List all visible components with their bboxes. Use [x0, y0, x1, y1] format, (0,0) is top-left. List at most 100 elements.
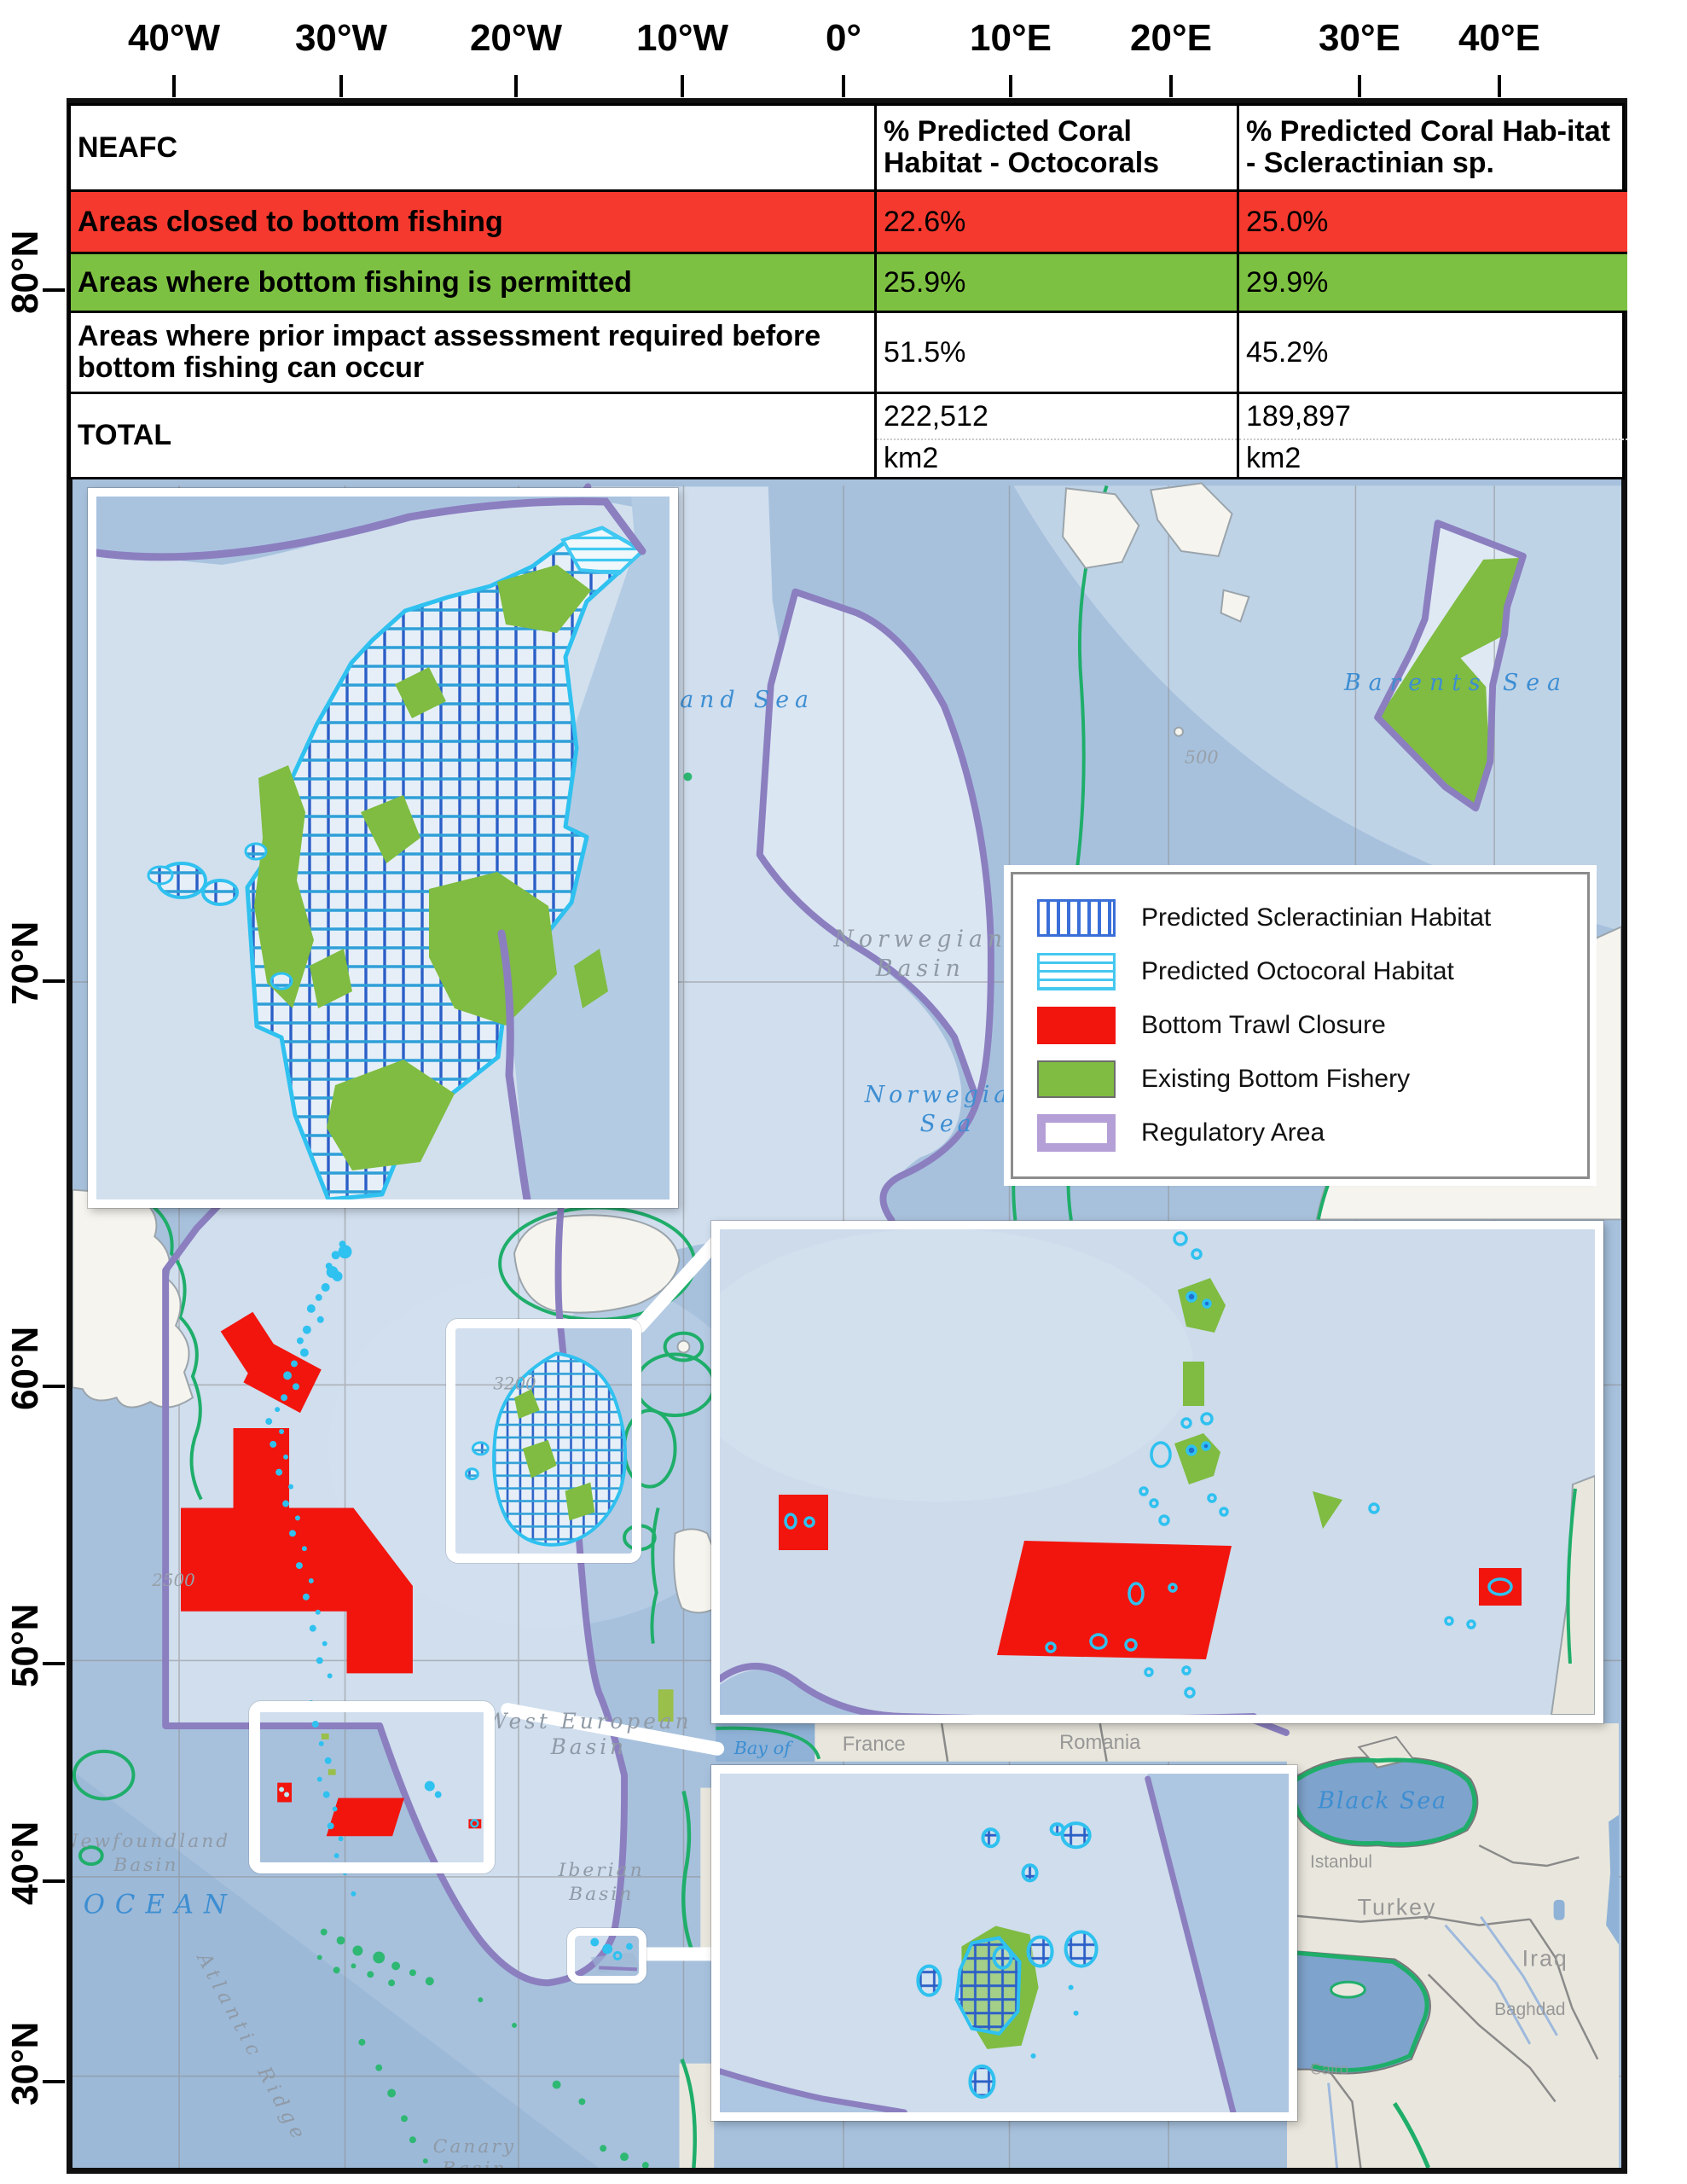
axis-top-label: 10°W: [635, 17, 729, 59]
axis-tick: [339, 75, 343, 97]
legend-label: Bottom Trawl Closure: [1141, 1011, 1386, 1039]
summary-table: NEAFC % Predicted Coral Habitat - Octoco…: [68, 103, 1627, 479]
axis-left-label: 50°N: [4, 1603, 46, 1687]
legend: Predicted Scleractinian Habitat Predicte…: [1004, 865, 1597, 1186]
table-col-octocorals: % Predicted Coral Habitat - Octocorals: [874, 106, 1237, 189]
axis-left-label: 30°N: [4, 2021, 46, 2106]
callout-box-rockall: [446, 1319, 641, 1563]
svalbard: [1150, 482, 1233, 558]
axis-top-label: 40°W: [127, 17, 221, 59]
svg-text:Baghdad: Baghdad: [1494, 2000, 1565, 2019]
axis-top-label: 30°E: [1319, 17, 1400, 59]
callout-box-josephine: [567, 1928, 646, 1984]
svg-text:Cairo: Cairo: [1310, 2060, 1348, 2078]
legend-item-fishery: Existing Bottom Fishery: [1037, 1060, 1563, 1098]
axis-tick: [1009, 75, 1012, 97]
svg-text:3200: 3200: [493, 1374, 536, 1393]
total-octocorals-unit: km2: [884, 442, 939, 475]
table-row-assessment-octocorals: 51.5%: [874, 311, 1237, 392]
jan-mayen: [683, 772, 693, 781]
svg-text:Bay of: Bay of: [733, 1738, 794, 1758]
svg-text:Sea: Sea: [920, 1111, 976, 1137]
svg-text:500: 500: [1185, 747, 1219, 768]
legend-label: Existing Bottom Fishery: [1141, 1065, 1411, 1093]
inset-midatlantic-closures: [711, 1221, 1603, 1723]
table-row-assessment-scleractinian: 45.2%: [1237, 311, 1627, 392]
table-org: NEAFC: [78, 131, 178, 164]
axis-tick: [842, 75, 845, 97]
axis-tick: [43, 1385, 65, 1388]
axis-left-label: 60°N: [4, 1326, 46, 1410]
island-dots: [316, 1928, 649, 2168]
svg-text:Iraq: Iraq: [1522, 1945, 1568, 1971]
table-total-scleractinian: 189,897 km2: [1237, 392, 1627, 477]
legend-label: Regulatory Area: [1141, 1118, 1325, 1147]
fishery-swatch-icon: [1037, 1060, 1116, 1098]
legend-label: Predicted Octocoral Habitat: [1141, 957, 1454, 985]
axis-top-label: 40°E: [1458, 17, 1540, 59]
ireland: [673, 1528, 714, 1614]
total-octocorals-value: 222,512: [877, 394, 1237, 440]
axis-top-label: 20°E: [1130, 17, 1212, 59]
legend-label: Predicted Scleractinian Habitat: [1141, 903, 1492, 932]
faroe: [676, 1339, 691, 1354]
svg-text:Istanbul: Istanbul: [1310, 1852, 1372, 1872]
svg-text:Romania: Romania: [1059, 1731, 1141, 1754]
axis-tick: [1169, 75, 1173, 97]
greenland-sea-regulatory-fill: [759, 591, 991, 1101]
table-row-permitted-octocorals: 25.9%: [874, 252, 1237, 311]
axis-tick: [43, 288, 65, 292]
axis-tick: [43, 1662, 65, 1665]
axis-left-label: 40°N: [4, 1821, 46, 1905]
closure-swatch-icon: [1037, 1007, 1116, 1044]
table-total-label: TOTAL: [71, 392, 874, 477]
svalbard: [1220, 589, 1250, 623]
legend-item-octocoral: Predicted Octocoral Habitat: [1037, 953, 1563, 990]
total-scleractinian-value: 189,897: [1239, 394, 1627, 440]
svg-text:Norwegian: Norwegian: [864, 1082, 1031, 1108]
axis-tick: [514, 75, 518, 97]
svg-text:Barents Sea: Barents Sea: [1343, 670, 1568, 696]
basemap-europe: [679, 1722, 1620, 2168]
axis-top-label: 10°E: [970, 17, 1052, 59]
axis-top-label: 30°W: [294, 17, 388, 59]
svg-text:Turkey: Turkey: [1358, 1895, 1437, 1920]
bottom-trawl-closures: [181, 1311, 482, 1837]
axis-tick: [1358, 75, 1361, 97]
inset-josephine: [711, 1765, 1297, 2121]
octocoral-swatch-icon: [1037, 953, 1116, 990]
axis-left-label: 80°N: [4, 229, 46, 314]
table-row-closed-octocorals: 22.6%: [874, 189, 1237, 252]
svg-text:Basin: Basin: [568, 1884, 634, 1905]
axis-tick: [172, 75, 176, 97]
fishery-sliver: [658, 1689, 674, 1722]
axis-tick: [681, 75, 684, 97]
legend-item-scleractinian: Predicted Scleractinian Habitat: [1037, 899, 1563, 937]
barents-fishery: [1379, 557, 1522, 806]
axis-top-label: 20°W: [469, 17, 563, 59]
regulatory-swatch-icon: [1037, 1114, 1116, 1152]
svg-text:Basin: Basin: [550, 1734, 628, 1759]
table-row-closed-scleractinian: 25.0%: [1237, 189, 1627, 252]
axis-tick: [1498, 75, 1501, 97]
fishery-patches: [254, 565, 608, 1170]
svg-text:Basin: Basin: [113, 1855, 178, 1876]
svg-text:Norwegian: Norwegian: [833, 926, 1008, 952]
legend-item-closure: Bottom Trawl Closure: [1037, 1007, 1563, 1044]
inset-rockall-hatton: [88, 488, 678, 1208]
total-scleractinian-unit: km2: [1246, 442, 1301, 475]
josephine-habitat: [590, 1937, 641, 1973]
axis-tick: [43, 1879, 65, 1883]
legend-item-regulatory: Regulatory Area: [1037, 1114, 1563, 1152]
svg-text:Iberian: Iberian: [558, 1860, 645, 1881]
svg-text:Newfoundland: Newfoundland: [72, 1831, 230, 1852]
axis-tick: [43, 979, 65, 983]
table-row-closed-label: Areas closed to bottom fishing: [71, 189, 874, 252]
axis-tick: [43, 2080, 65, 2083]
svg-text:Black Sea: Black Sea: [1317, 1787, 1447, 1814]
callout-connectors: [501, 1228, 730, 1961]
table-col-scleractinian: % Predicted Coral Hab-itat - Scleractini…: [1237, 106, 1627, 189]
svg-text:Basin: Basin: [441, 2158, 507, 2168]
svg-text:2500: 2500: [151, 1571, 194, 1590]
callout-box-azores: [249, 1701, 495, 1873]
